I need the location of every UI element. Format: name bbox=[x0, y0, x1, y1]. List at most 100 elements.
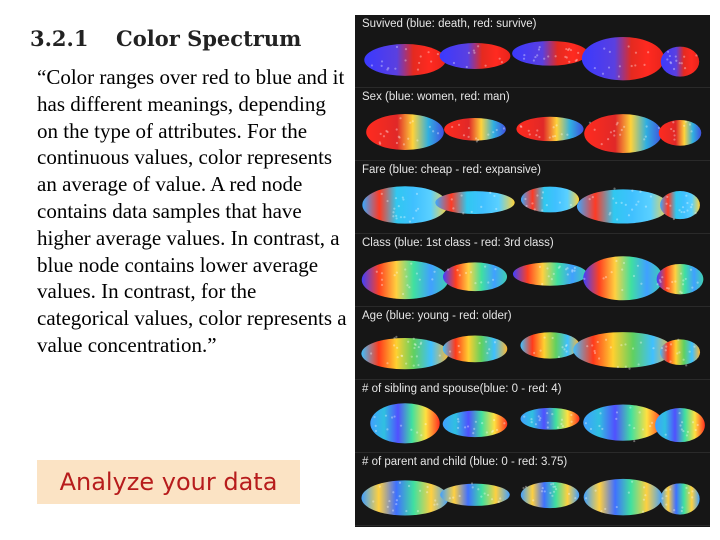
node-cluster bbox=[583, 256, 663, 301]
graph-node bbox=[543, 490, 546, 493]
graph-node bbox=[405, 362, 408, 365]
graph-node bbox=[557, 355, 561, 359]
graph-node bbox=[676, 352, 679, 355]
graph-node bbox=[567, 492, 571, 495]
graph-node bbox=[487, 281, 490, 284]
graph-node bbox=[392, 215, 395, 218]
graph-node bbox=[404, 59, 407, 62]
graph-node bbox=[546, 412, 549, 415]
graph-node bbox=[497, 500, 500, 503]
graph-node bbox=[532, 59, 535, 62]
graph-node bbox=[685, 434, 689, 437]
node-cluster bbox=[658, 119, 702, 146]
spectrum-panel: # of parent and child (blue: 0 - red: 3.… bbox=[355, 453, 710, 526]
network-graph bbox=[361, 332, 701, 370]
graph-node bbox=[616, 365, 619, 369]
graph-node bbox=[613, 134, 616, 137]
node-cluster bbox=[660, 46, 700, 77]
graph-node bbox=[393, 344, 396, 347]
graph-node bbox=[668, 54, 671, 58]
graph-node bbox=[669, 360, 672, 363]
graph-node bbox=[395, 141, 399, 145]
graph-node bbox=[558, 265, 561, 268]
graph-node bbox=[492, 419, 496, 422]
graph-node bbox=[535, 133, 538, 137]
graph-node bbox=[621, 288, 624, 292]
graph-node bbox=[409, 121, 412, 124]
graph-node bbox=[402, 143, 406, 146]
graph-node bbox=[658, 279, 662, 282]
graph-node bbox=[431, 278, 434, 281]
graph-node bbox=[619, 133, 622, 136]
graph-node bbox=[546, 267, 549, 270]
analyze-data-button[interactable]: Analyze your data bbox=[37, 460, 300, 504]
graph-node bbox=[604, 276, 608, 279]
graph-node bbox=[480, 205, 483, 208]
graph-node bbox=[610, 271, 613, 274]
graph-node bbox=[683, 124, 686, 127]
graph-node bbox=[401, 196, 404, 199]
graph-node bbox=[428, 125, 431, 128]
graph-node bbox=[661, 497, 664, 500]
graph-node bbox=[607, 66, 611, 69]
graph-node bbox=[573, 269, 576, 272]
section-title: Color Spectrum bbox=[116, 26, 302, 51]
graph-node bbox=[483, 265, 487, 268]
graph-node bbox=[452, 496, 455, 499]
graph-node bbox=[420, 434, 423, 437]
graph-node bbox=[426, 491, 429, 494]
graph-node bbox=[642, 498, 646, 501]
graph-node bbox=[563, 348, 566, 351]
graph-node bbox=[565, 344, 568, 348]
graph-node bbox=[398, 495, 401, 498]
graph-node bbox=[682, 358, 685, 361]
graph-node bbox=[641, 510, 645, 513]
graph-node bbox=[583, 277, 586, 280]
graph-node bbox=[694, 428, 697, 432]
graph-node bbox=[406, 284, 409, 287]
section-heading: 3.2.1 Color Spectrum bbox=[30, 26, 301, 56]
graph-node bbox=[456, 426, 460, 430]
graph-node bbox=[644, 494, 647, 497]
graph-node bbox=[591, 196, 594, 199]
node-cluster bbox=[361, 260, 449, 300]
graph-node bbox=[536, 54, 539, 57]
graph-node bbox=[556, 426, 560, 429]
graph-node bbox=[627, 214, 631, 217]
graph-node bbox=[473, 427, 476, 430]
graph-node bbox=[643, 63, 646, 67]
spectrum-panel: Sex (blue: women, red: man) bbox=[355, 88, 710, 161]
graph-node bbox=[680, 421, 684, 424]
graph-node bbox=[628, 424, 631, 427]
graph-node bbox=[538, 265, 542, 268]
graph-node bbox=[652, 347, 655, 350]
graph-node bbox=[690, 203, 694, 206]
graph-node bbox=[670, 127, 673, 131]
graph-node bbox=[593, 351, 597, 355]
graph-node bbox=[615, 411, 619, 414]
graph-node bbox=[474, 420, 477, 423]
graph-node bbox=[552, 485, 555, 488]
graph-node bbox=[470, 482, 474, 485]
graph-node bbox=[598, 424, 601, 428]
node-cluster bbox=[512, 262, 588, 286]
graph-node bbox=[543, 336, 546, 339]
section-number: 3.2.1 bbox=[30, 26, 89, 51]
graph-node bbox=[410, 428, 413, 431]
graph-node bbox=[386, 362, 389, 365]
graph-node bbox=[533, 351, 536, 355]
graph-node bbox=[380, 64, 383, 67]
graph-node bbox=[673, 138, 676, 141]
graph-node bbox=[675, 59, 678, 62]
graph-node bbox=[558, 201, 561, 204]
graph-node bbox=[604, 338, 608, 341]
graph-node bbox=[560, 418, 564, 421]
graph-node bbox=[573, 266, 576, 270]
graph-node bbox=[593, 128, 596, 131]
graph-node bbox=[593, 66, 596, 70]
graph-node bbox=[392, 211, 395, 214]
graph-node bbox=[603, 47, 606, 50]
graph-node bbox=[536, 194, 539, 197]
graph-node bbox=[566, 133, 569, 136]
graph-node bbox=[552, 490, 556, 493]
